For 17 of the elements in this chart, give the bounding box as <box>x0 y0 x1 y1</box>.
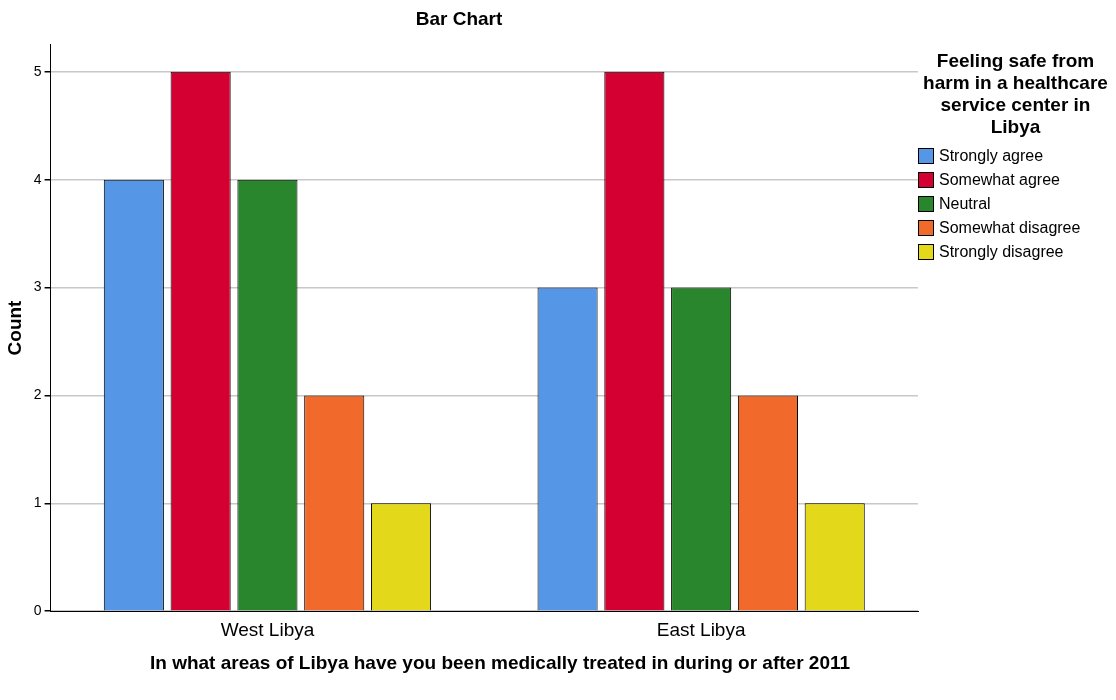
chart-title: Bar Chart <box>415 7 503 29</box>
x-tick-label: East Libya <box>656 618 746 640</box>
y-tick-label: 0 <box>33 602 42 619</box>
legend-label: Strongly agree <box>939 147 1044 165</box>
x-tick-label: West Libya <box>220 618 315 640</box>
y-tick-label: 4 <box>33 170 42 187</box>
y-tick-label: 2 <box>33 386 42 403</box>
y-tick-label: 5 <box>33 62 42 79</box>
legend-label: Neutral <box>939 195 991 213</box>
legend-title: Feeling safe from harm in a healthcare service center in Libya <box>922 50 1109 138</box>
legend-label: Somewhat agree <box>939 171 1060 189</box>
legend-label: Somewhat disagree <box>939 219 1081 237</box>
y-tick-label: 3 <box>33 278 42 295</box>
legend-label: Strongly disagree <box>939 243 1064 261</box>
x-axis-title: In what areas of Libya have you been medically treated in during or after 2011 <box>148 652 852 674</box>
y-axis-title: Count <box>3 299 25 356</box>
y-tick-label: 1 <box>33 494 42 511</box>
